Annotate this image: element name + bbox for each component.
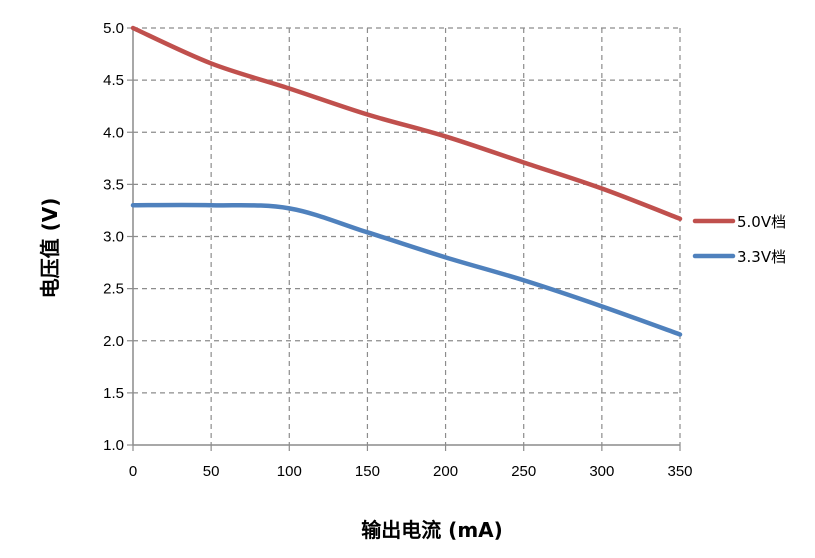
y-tick-label: 4.5 bbox=[103, 72, 124, 89]
y-tick-label: 5.0 bbox=[103, 20, 124, 37]
x-tick-label: 50 bbox=[203, 463, 220, 480]
series-line-0 bbox=[130, 25, 683, 222]
axes bbox=[127, 27, 681, 451]
legend-label: 5.0V档 bbox=[737, 213, 786, 231]
x-tick-label: 350 bbox=[667, 463, 692, 480]
x-tick-label: 150 bbox=[355, 463, 380, 480]
legend-label: 3.3V档 bbox=[737, 248, 786, 266]
legend: 5.0V档 3.3V档 bbox=[692, 213, 786, 266]
y-tick-label: 1.5 bbox=[103, 385, 124, 402]
x-axis-title: 输出电流 (mA) bbox=[361, 518, 503, 542]
y-tick-label: 2.5 bbox=[103, 281, 124, 298]
y-axis-title: 电压值 (V) bbox=[38, 198, 62, 299]
x-axis-ticks: 0 50 100 150 200 250 300 350 bbox=[129, 463, 693, 480]
y-tick-label: 3.0 bbox=[103, 229, 124, 246]
y-tick-label: 1.0 bbox=[103, 437, 124, 454]
x-tick-label: 100 bbox=[277, 463, 302, 480]
x-tick-label: 300 bbox=[589, 463, 614, 480]
grid-lines bbox=[133, 27, 681, 445]
y-tick-label: 4.0 bbox=[103, 124, 124, 141]
y-tick-label: 2.0 bbox=[103, 333, 124, 350]
data-series bbox=[130, 25, 683, 337]
y-axis-ticks: 1.0 1.5 2.0 2.5 3.0 3.5 4.0 4.5 5.0 bbox=[103, 20, 124, 454]
x-tick-label: 200 bbox=[433, 463, 458, 480]
series-line-1 bbox=[130, 202, 683, 337]
y-tick-label: 3.5 bbox=[103, 176, 124, 193]
x-tick-label: 0 bbox=[129, 463, 137, 480]
x-tick-label: 250 bbox=[511, 463, 536, 480]
